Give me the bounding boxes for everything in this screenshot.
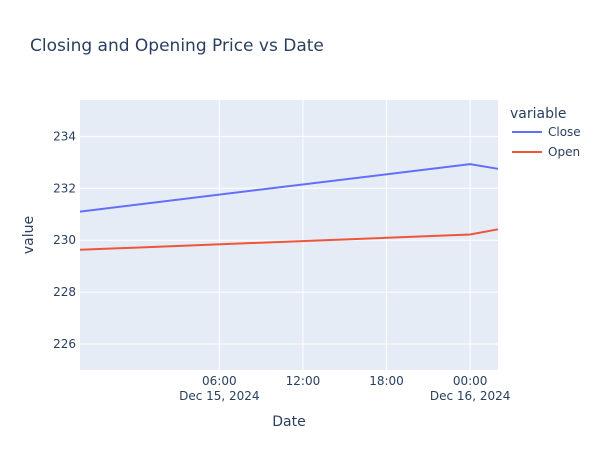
y-tick-label: 234 bbox=[53, 129, 76, 143]
x-tick-date-label: Dec 16, 2024 bbox=[430, 389, 510, 403]
series-lines bbox=[79, 163, 499, 251]
plot-area bbox=[80, 100, 498, 370]
chart-title: Closing and Opening Price vs Date bbox=[30, 36, 324, 56]
x-tick-label: 18:00 bbox=[369, 374, 404, 388]
legend-item-open[interactable]: Open bbox=[512, 145, 580, 159]
y-tick-labels: 226 228 230 232 234 bbox=[53, 129, 76, 351]
y-gridlines bbox=[80, 135, 498, 345]
x-tick-label: 12:00 bbox=[286, 374, 321, 388]
x-axis-title: Date bbox=[272, 414, 305, 430]
legend-items: Close Open bbox=[512, 125, 581, 159]
y-tick-label: 228 bbox=[53, 285, 76, 299]
series-line-close bbox=[79, 163, 499, 213]
legend-item-close[interactable]: Close bbox=[512, 125, 581, 139]
series-line-open bbox=[79, 228, 499, 251]
y-tick-label: 232 bbox=[53, 181, 76, 195]
x-tick-label: 00:00 bbox=[453, 374, 488, 388]
y-tick-label: 226 bbox=[53, 337, 76, 351]
legend: variable Close Open bbox=[510, 106, 581, 159]
legend-title: variable bbox=[510, 106, 566, 122]
y-axis-title: value bbox=[21, 216, 37, 254]
legend-label: Open bbox=[548, 145, 580, 159]
y-tick-label: 230 bbox=[53, 233, 76, 247]
legend-label: Close bbox=[548, 125, 581, 139]
x-tick-label: 06:00 bbox=[202, 374, 237, 388]
x-tick-date-label: Dec 15, 2024 bbox=[179, 389, 259, 403]
